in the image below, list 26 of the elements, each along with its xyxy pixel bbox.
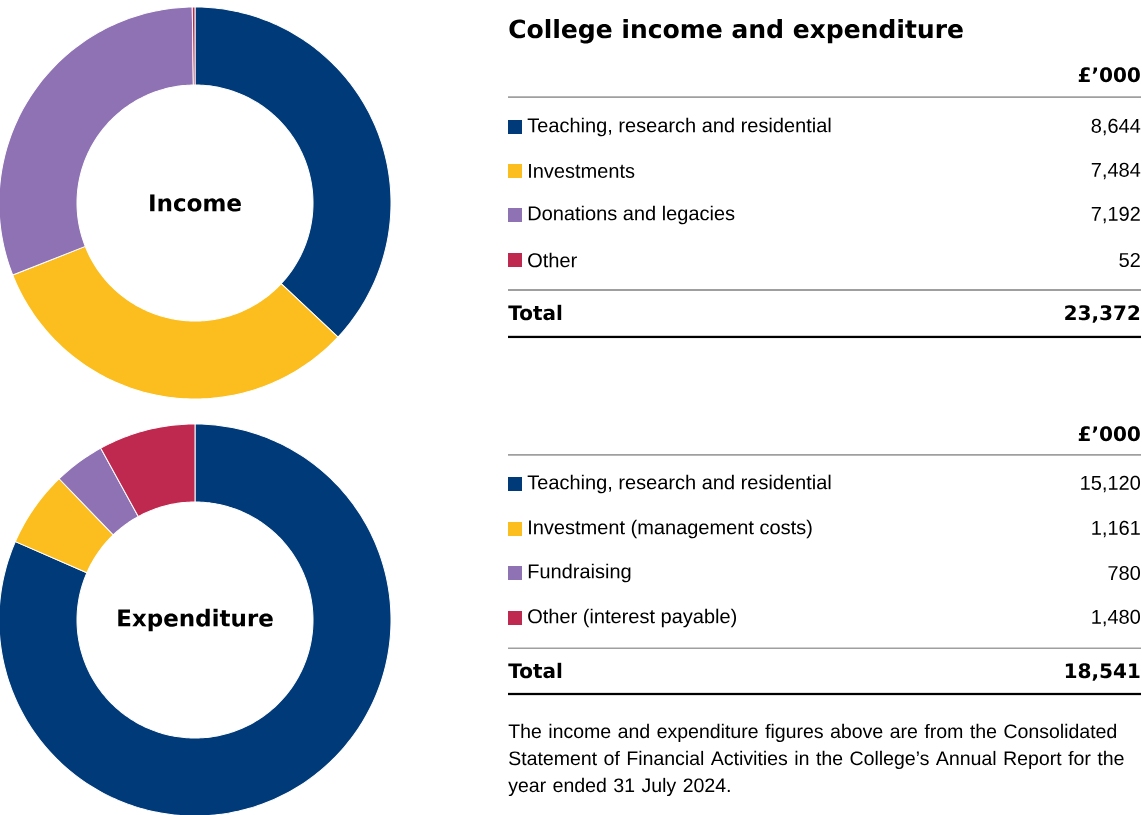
text: The income and expenditure figures above are from the Consolidated Statement of Financial Activities in the College’s Annual Report for the year ended 31 July 2024.: [508, 723, 1124, 797]
data-label: 52: [1119, 252, 1140, 268]
data-label: 8,644: [1091, 118, 1141, 136]
legend-title: £’000: [1078, 426, 1140, 442]
legend-label: Teaching, research and residential: [527, 474, 831, 494]
text: Income: [150, 194, 241, 212]
text: 23,372: [1065, 305, 1140, 323]
text: Total: [508, 304, 562, 321]
legend-label: Other (interest payable): [528, 608, 737, 628]
data-label: 780: [1108, 565, 1141, 581]
legend-label: Teaching, research and residential: [527, 117, 831, 137]
text: 18,541: [1065, 663, 1140, 681]
text: Expenditure: [118, 608, 273, 632]
data-label: 1,480: [1092, 609, 1141, 627]
legend-label: Fundraising: [528, 563, 631, 583]
data-label: 1,161: [1092, 520, 1140, 538]
legend-label: Donations and legacies: [528, 205, 735, 225]
legend-label: Investment (management costs): [529, 519, 812, 539]
legend-label: Other: [528, 252, 577, 268]
legend-label: Investments: [529, 164, 635, 178]
data-label: 7,192: [1091, 206, 1140, 224]
chart-title: College income and expenditure: [509, 19, 963, 44]
data-label: 15,120: [1081, 475, 1141, 493]
text: Total: [508, 662, 562, 679]
legend-title: £’000: [1078, 67, 1140, 83]
data-label: 7,484: [1091, 162, 1141, 180]
